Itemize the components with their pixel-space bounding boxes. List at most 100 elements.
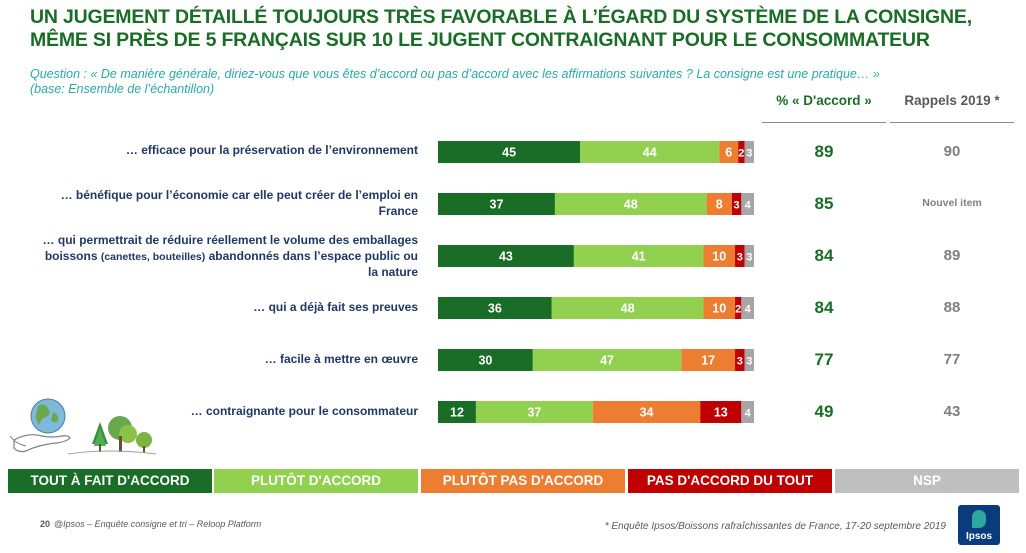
bar-segment-plutot <box>532 349 682 371</box>
bar-value-label: 17 <box>701 354 715 368</box>
bar-value-label: 3 <box>737 252 743 264</box>
row-label-facile: … facile à mettre en œuvre <box>264 352 418 366</box>
question-text: Question : « De manière générale, diriez… <box>30 67 880 81</box>
bar-value-label: 4 <box>745 408 752 420</box>
accord-value: 49 <box>814 402 834 421</box>
bar-segment-tout-a-fait <box>438 349 533 371</box>
bar-segment-plutot <box>554 193 707 215</box>
legend-plutot: PLUTÔT D'ACCORD <box>214 469 418 493</box>
logo-mark <box>972 510 986 528</box>
rappel-value: 43 <box>943 403 961 420</box>
bar-segment-tout-a-fait <box>438 245 574 267</box>
bar-value-label: 34 <box>640 406 654 420</box>
bar-value-label: 48 <box>621 302 635 316</box>
bar-segment-pas-du-tout <box>700 401 742 423</box>
bar-segment-plutot <box>475 401 593 423</box>
bar-value-label: 13 <box>714 406 728 420</box>
bar-segment-nsp <box>744 245 754 267</box>
row-label-environnement: … efficace pour la préservation de l’env… <box>125 143 418 157</box>
bar-value-label: 41 <box>632 250 646 264</box>
bar-segment-nsp <box>744 141 754 163</box>
column-underline-rappels <box>890 122 1014 123</box>
legend-pas-du-tout: PAS D'ACCORD DU TOUT <box>628 469 832 493</box>
row-label-contraignante: … contraignante pour le consommateur <box>190 404 418 418</box>
bar-value-label: 30 <box>478 354 492 368</box>
bar-value-label: 3 <box>746 356 752 368</box>
row-label-preuves: … qui a déjà fait ses preuves <box>253 300 418 314</box>
legend-pas-label: PAS D'ACCORD <box>646 473 750 488</box>
bar-value-label: 48 <box>624 198 638 212</box>
bar-segment-plutot-pas <box>592 401 701 423</box>
bar-value-label: 10 <box>712 250 726 264</box>
bar-segment-nsp <box>741 193 754 215</box>
bar-value-label: 37 <box>490 198 504 212</box>
bar-segment-plutot-pas <box>703 297 736 319</box>
bar-segment-plutot-pas <box>706 193 732 215</box>
logo-text: Ipsos <box>965 531 993 542</box>
legend-plutot-pas: PLUTÔT PAS D'ACCORD <box>421 469 625 493</box>
rappel-value: Nouvel item <box>922 197 982 209</box>
bar-value-label: 47 <box>600 354 614 368</box>
legend-tout-a-fait: TOUT À FAIT D'ACCORD <box>8 469 212 493</box>
bar-value-label: 4 <box>745 200 752 212</box>
column-underline-accord <box>762 122 886 123</box>
bar-segment-pas-du-tout <box>731 193 742 215</box>
ipsos-logo: Ipsos <box>958 505 1000 545</box>
legend-nsp: NSP <box>835 469 1019 493</box>
footer-source-left: 20 @Ipsos – Enquête consigne et tri – Rel… <box>40 519 261 529</box>
bar-segment-tout-a-fait <box>438 401 476 423</box>
bar-value-label: 43 <box>499 250 513 264</box>
bar-value-label: 37 <box>527 406 541 420</box>
globe-trees-illustration <box>9 398 157 455</box>
bar-segment-plutot <box>573 245 704 267</box>
column-header-rappels: Rappels 2019 * <box>904 93 1000 108</box>
bar-segment-tout-a-fait <box>438 141 581 163</box>
bar-segment-plutot-pas <box>719 141 739 163</box>
bar-segment-tout-a-fait <box>438 193 555 215</box>
bar-value-label: 36 <box>488 302 502 316</box>
row-label-emballages-small: (canettes, bouteilles) <box>100 250 206 263</box>
bar-value-label: 3 <box>746 252 752 264</box>
page-title: UN JUGEMENT DÉTAILLÉ TOUJOURS TRÈS FAVOR… <box>30 6 972 51</box>
footer-source-right: * Enquête Ipsos/Boissons rafraîchissante… <box>604 521 946 532</box>
bar-value-label: 4 <box>745 304 752 316</box>
bar-segment-plutot <box>580 141 720 163</box>
accord-value: 84 <box>814 246 834 265</box>
bar-value-label: 3 <box>746 148 752 160</box>
bar-value-label: 2 <box>735 304 741 316</box>
bar-value-label: 2 <box>738 148 744 160</box>
row-label-economie: … bénéfique pour l’économie car elle peu… <box>60 188 418 218</box>
accord-value: 85 <box>814 194 834 213</box>
row-label-emballages: … qui permettrait de réduire réellement … <box>40 233 418 281</box>
accord-value: 89 <box>814 142 834 161</box>
bar-segment-plutot-pas <box>681 349 736 371</box>
bar-segment-nsp <box>744 349 754 371</box>
accord-value: 77 <box>814 350 834 369</box>
row-label-emballages-b: abandonnés dans l’espace public ou la na… <box>205 248 418 280</box>
base-text: (base: Ensemble de l’échantillon) <box>30 82 215 96</box>
bar-value-label: 44 <box>643 146 657 160</box>
page-number: 20 <box>40 519 51 529</box>
bar-value-label: 12 <box>450 406 464 420</box>
bar-segment-nsp <box>741 297 754 319</box>
bar-segment-tout-a-fait <box>438 297 552 319</box>
footer-source-text: @Ipsos – Enquête consigne et tri – Reloo… <box>54 519 262 529</box>
bar-value-label: 6 <box>725 146 732 160</box>
rappel-value: 90 <box>943 143 961 160</box>
bar-segment-plutot-pas <box>703 245 736 267</box>
legend-du-tout-label: DU TOUT <box>753 473 814 488</box>
bar-segment-nsp <box>741 401 754 423</box>
row-label-emballages-a: … qui permettrait de réduire réellement … <box>42 233 418 263</box>
accord-value: 84 <box>814 298 834 317</box>
bar-segment-pas-du-tout <box>735 245 745 267</box>
column-header-accord: % « D'accord » <box>776 93 872 108</box>
bar-segment-plutot <box>551 297 704 319</box>
bar-value-label: 3 <box>734 200 740 212</box>
bar-segment-pas-du-tout <box>735 297 742 319</box>
rappel-value: 88 <box>943 299 961 316</box>
bar-value-label: 10 <box>712 302 726 316</box>
bar-segment-pas-du-tout <box>735 349 745 371</box>
bar-value-label: 45 <box>502 146 516 160</box>
bar-value-label: 3 <box>737 356 743 368</box>
